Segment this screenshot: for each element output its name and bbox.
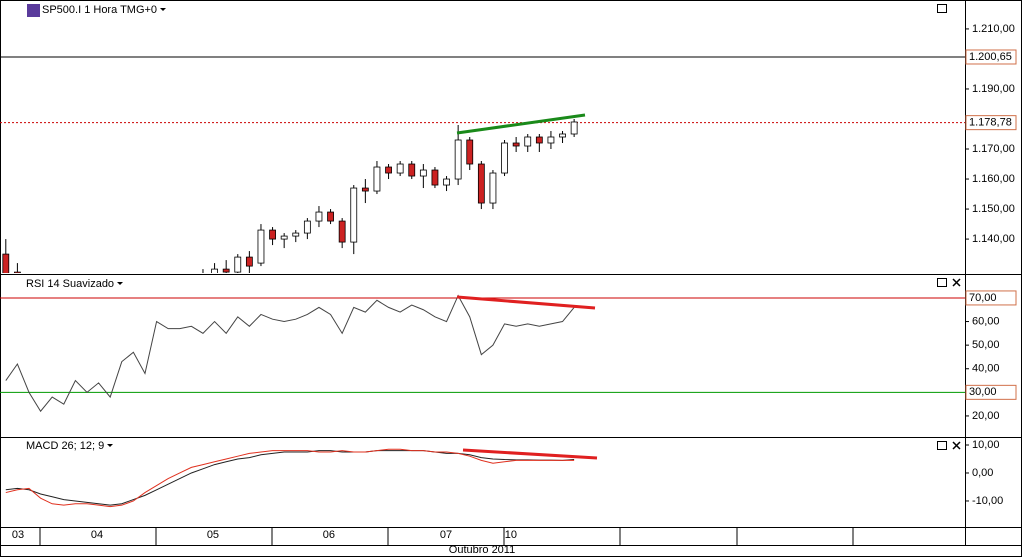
reference-label-box — [965, 384, 1017, 400]
candle-body — [396, 163, 404, 174]
x-tick-label: 04 — [91, 529, 103, 541]
y-tick-label: -10,00 — [972, 495, 1003, 507]
reference-label-box — [965, 49, 1017, 65]
y-tick-label: 0,00 — [972, 467, 993, 479]
reference-label: 1.200,65 — [969, 51, 1012, 63]
x-tick-label: 07 — [440, 529, 452, 541]
plot-area — [5, 448, 575, 508]
candle-body — [211, 268, 218, 273]
maximize-button[interactable] — [937, 278, 947, 287]
y-tick-label: 1.170,00 — [972, 143, 1015, 155]
candle-body — [13, 271, 21, 273]
plot-area — [0, 56, 965, 273]
candle-body — [361, 187, 369, 192]
panel-title: MACD 26; 12; 9 — [26, 440, 104, 452]
candle-body — [489, 172, 497, 204]
candle-body — [373, 166, 381, 192]
candle-body — [338, 220, 346, 243]
y-tick-label: 1.190,00 — [972, 83, 1015, 95]
y-tick-label: 1.140,00 — [972, 233, 1015, 245]
candle-body — [350, 187, 358, 243]
candle-body — [547, 136, 555, 144]
x-tick-label: 10 — [505, 529, 517, 541]
trendline-annotation — [462, 448, 598, 460]
candle-body — [466, 139, 474, 165]
y-tick-label: 10,00 — [972, 439, 1000, 451]
trendline-annotation — [456, 295, 596, 310]
candle-body — [570, 121, 578, 135]
candle-body — [222, 268, 230, 273]
candle-body — [292, 232, 300, 237]
x-tick-label: 06 — [323, 529, 335, 541]
x-tick-label: 03 — [12, 529, 24, 541]
dropdown[interactable] — [117, 282, 123, 285]
panel-title: RSI 14 Suavizado — [26, 278, 114, 290]
candle-body — [443, 178, 450, 186]
y-tick-label: 1.160,00 — [972, 173, 1015, 185]
dropdown[interactable] — [107, 444, 113, 447]
x-tick-label: 05 — [207, 529, 219, 541]
reference-label: 70,00 — [969, 292, 997, 304]
maximize-button[interactable] — [937, 4, 947, 13]
candle-body — [234, 256, 242, 273]
candle-body — [280, 235, 288, 240]
dropdown[interactable] — [160, 8, 166, 11]
candle-body — [524, 136, 532, 147]
candle-body — [303, 220, 311, 234]
candle-body — [269, 229, 276, 240]
x-axis-title: Outubro 2011 — [449, 544, 515, 556]
candle-body — [454, 139, 462, 180]
candle-body — [477, 163, 485, 204]
candle-body — [512, 142, 520, 147]
candle-body — [245, 256, 253, 267]
candle-body — [385, 166, 392, 174]
close-button[interactable] — [952, 278, 961, 287]
candle-body — [535, 136, 543, 144]
chart-title: SP500.I 1 Hora TMG+0 — [42, 4, 157, 16]
candle-body — [327, 211, 334, 222]
candle-body — [2, 253, 10, 273]
y-tick-label: 1.150,00 — [972, 203, 1015, 215]
trendline-annotation — [456, 113, 586, 135]
instrument-icon — [27, 4, 40, 17]
candle-body — [257, 229, 265, 264]
line-series — [5, 448, 575, 508]
y-tick-label: 40,00 — [972, 363, 1000, 375]
line-series — [5, 294, 575, 413]
line-series — [5, 450, 575, 506]
y-tick-label: 1.210,00 — [972, 23, 1015, 35]
candle-body — [419, 169, 427, 177]
y-tick-label: 60,00 — [972, 315, 1000, 327]
y-tick-label: 20,00 — [972, 410, 1000, 422]
candle-body — [501, 142, 508, 174]
candle-body — [559, 133, 566, 138]
reference-label-box — [965, 290, 1017, 306]
candle-body — [315, 211, 323, 222]
candle-body — [431, 169, 439, 186]
candle-body — [408, 163, 416, 177]
reference-label: 1.178,78 — [969, 117, 1012, 129]
close-button[interactable] — [952, 441, 961, 450]
reference-label: 30,00 — [969, 386, 997, 398]
day-separators — [39, 528, 854, 545]
reference-label-box — [965, 115, 1017, 131]
maximize-button[interactable] — [937, 441, 947, 450]
y-tick-label: 50,00 — [972, 339, 1000, 351]
